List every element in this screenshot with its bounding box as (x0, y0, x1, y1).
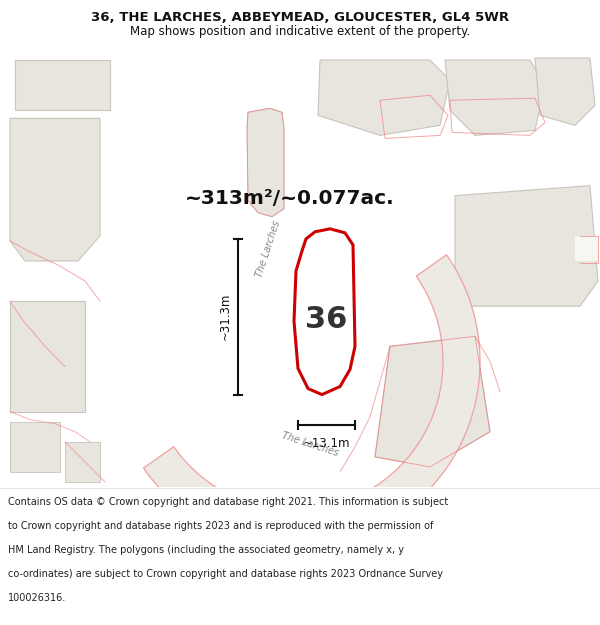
Text: Contains OS data © Crown copyright and database right 2021. This information is : Contains OS data © Crown copyright and d… (8, 497, 448, 507)
Polygon shape (10, 301, 85, 412)
Polygon shape (535, 58, 595, 126)
Polygon shape (65, 442, 100, 482)
Text: Map shows position and indicative extent of the property.: Map shows position and indicative extent… (130, 24, 470, 38)
Text: 36, THE LARCHES, ABBEYMEAD, GLOUCESTER, GL4 5WR: 36, THE LARCHES, ABBEYMEAD, GLOUCESTER, … (91, 11, 509, 24)
Text: 36: 36 (305, 305, 347, 334)
Polygon shape (10, 422, 60, 472)
Polygon shape (294, 229, 355, 394)
Polygon shape (575, 236, 598, 261)
Text: to Crown copyright and database rights 2023 and is reproduced with the permissio: to Crown copyright and database rights 2… (8, 521, 433, 531)
Polygon shape (15, 60, 110, 110)
Text: The Larches: The Larches (280, 430, 340, 457)
Text: HM Land Registry. The polygons (including the associated geometry, namely x, y: HM Land Registry. The polygons (includin… (8, 544, 404, 554)
Polygon shape (247, 108, 284, 217)
Text: ~31.3m: ~31.3m (219, 293, 232, 341)
Polygon shape (455, 186, 598, 306)
Polygon shape (10, 118, 100, 261)
Polygon shape (445, 60, 545, 136)
Text: 100026316.: 100026316. (8, 592, 66, 602)
Text: ~13.1m: ~13.1m (303, 437, 350, 450)
Polygon shape (143, 255, 480, 548)
Text: co-ordinates) are subject to Crown copyright and database rights 2023 Ordnance S: co-ordinates) are subject to Crown copyr… (8, 569, 443, 579)
Polygon shape (375, 336, 490, 467)
Text: ~313m²/~0.077ac.: ~313m²/~0.077ac. (185, 189, 395, 208)
Text: The Larches: The Larches (254, 219, 282, 279)
Polygon shape (318, 60, 450, 136)
